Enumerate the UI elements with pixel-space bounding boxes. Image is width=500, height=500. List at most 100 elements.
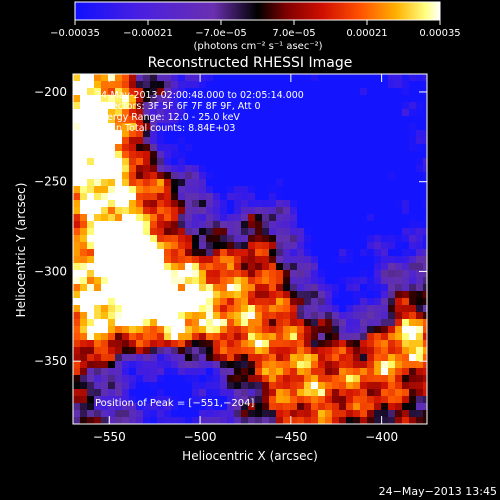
heatmap-cell xyxy=(339,165,347,173)
heatmap-cell xyxy=(199,88,207,96)
heatmap-cell xyxy=(185,144,193,152)
heatmap-cell xyxy=(311,389,319,397)
heatmap-cell xyxy=(87,228,95,236)
heatmap-cell xyxy=(353,200,361,208)
heatmap-cell xyxy=(227,382,235,390)
heatmap-cell xyxy=(192,228,200,236)
heatmap-cell xyxy=(388,270,396,278)
heatmap-cell xyxy=(304,347,312,355)
heatmap-cell xyxy=(94,151,102,159)
heatmap-cell xyxy=(150,368,158,376)
heatmap-cell xyxy=(360,249,368,257)
heatmap-cell xyxy=(388,109,396,117)
heatmap-cell xyxy=(346,368,354,376)
heatmap-cell xyxy=(80,186,88,194)
heatmap-cell xyxy=(94,319,102,327)
heatmap-cell xyxy=(297,242,305,250)
heatmap-cell xyxy=(171,207,179,215)
heatmap-cell xyxy=(122,368,130,376)
heatmap-cell xyxy=(283,193,291,201)
heatmap-cell xyxy=(185,305,193,313)
heatmap-cell xyxy=(241,396,249,404)
heatmap-cell xyxy=(269,410,277,418)
heatmap-cell xyxy=(381,158,389,166)
heatmap-cell xyxy=(367,144,375,152)
heatmap-cell xyxy=(290,298,298,306)
heatmap-cell xyxy=(402,158,410,166)
heatmap-cell xyxy=(199,354,207,362)
heatmap-cell xyxy=(178,305,186,313)
heatmap-cell xyxy=(367,165,375,173)
heatmap-cell xyxy=(332,375,340,383)
heatmap-cell xyxy=(360,270,368,278)
heatmap-cell xyxy=(192,179,200,187)
heatmap-cell xyxy=(227,123,235,131)
heatmap-cell xyxy=(374,333,382,341)
heatmap-cell xyxy=(129,354,137,362)
heatmap-cell xyxy=(206,256,214,264)
heatmap-cell xyxy=(262,109,270,117)
heatmap-cell xyxy=(409,123,417,131)
heatmap-cell xyxy=(73,333,81,341)
heatmap-cell xyxy=(143,137,151,145)
heatmap-cell xyxy=(94,102,102,110)
heatmap-cell xyxy=(416,396,424,404)
heatmap-cell xyxy=(178,200,186,208)
heatmap-cell xyxy=(346,95,354,103)
heatmap-cell xyxy=(94,186,102,194)
heatmap-cell xyxy=(374,291,382,299)
heatmap-cell xyxy=(73,396,81,404)
heatmap-cell xyxy=(129,172,137,180)
heatmap-cell xyxy=(164,256,172,264)
heatmap-cell xyxy=(192,186,200,194)
heatmap-cell xyxy=(374,137,382,145)
heatmap-cell xyxy=(353,95,361,103)
heatmap-cell xyxy=(129,340,137,348)
heatmap-cell xyxy=(122,130,130,138)
heatmap-cell xyxy=(311,382,319,390)
heatmap-cell xyxy=(115,256,123,264)
heatmap-cell xyxy=(353,165,361,173)
heatmap-cell xyxy=(353,214,361,222)
heatmap-cell xyxy=(339,284,347,292)
heatmap-cell xyxy=(374,130,382,138)
heatmap-cell xyxy=(157,235,165,243)
heatmap-cell xyxy=(220,130,228,138)
heatmap-cell xyxy=(304,326,312,334)
heatmap-cell xyxy=(213,200,221,208)
heatmap-cell xyxy=(311,305,319,313)
heatmap-cell xyxy=(346,396,354,404)
heatmap-cell xyxy=(227,235,235,243)
heatmap-cell xyxy=(283,291,291,299)
heatmap-cell xyxy=(248,354,256,362)
heatmap-cell xyxy=(157,417,165,424)
heatmap-cell xyxy=(353,130,361,138)
heatmap-cell xyxy=(178,130,186,138)
heatmap-cell xyxy=(171,319,179,327)
heatmap-cell xyxy=(199,137,207,145)
heatmap-cell xyxy=(87,116,95,124)
heatmap-cell xyxy=(129,81,137,89)
heatmap-cell xyxy=(283,347,291,355)
heatmap-cell xyxy=(388,81,396,89)
heatmap-cell xyxy=(157,361,165,369)
heatmap-cell xyxy=(213,270,221,278)
heatmap-cell xyxy=(108,109,116,117)
heatmap-cell xyxy=(318,200,326,208)
heatmap-cell xyxy=(276,165,284,173)
heatmap-cell xyxy=(171,403,179,411)
heatmap-cell xyxy=(192,207,200,215)
heatmap-cell xyxy=(346,263,354,271)
heatmap-cell xyxy=(276,347,284,355)
heatmap-cell xyxy=(311,368,319,376)
x-tick-label: −450 xyxy=(274,430,307,444)
heatmap-cell xyxy=(171,389,179,397)
heatmap-cell xyxy=(381,347,389,355)
heatmap-cell xyxy=(234,214,242,222)
heatmap-cell xyxy=(318,263,326,271)
annotation-line: Energy Range: 12.0 - 25.0 keV xyxy=(95,112,240,123)
heatmap-cell xyxy=(213,88,221,96)
heatmap-cell xyxy=(248,368,256,376)
heatmap-cell xyxy=(213,207,221,215)
heatmap-cell xyxy=(346,277,354,285)
